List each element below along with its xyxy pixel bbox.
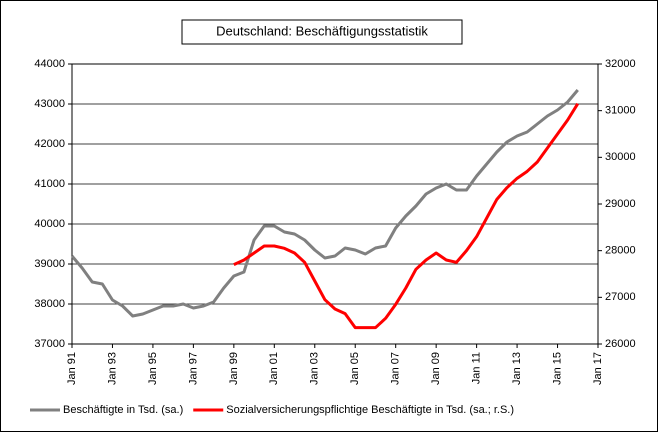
x-tick-label: Jan 17 [592,352,604,385]
y2-tick-label: 30000 [605,151,636,163]
x-tick-label: Jan 93 [106,352,118,385]
title-box [181,19,463,45]
series-line [233,102,580,330]
x-tick-label: Jan 01 [268,352,280,385]
y2-tick-label: 27000 [605,291,636,303]
x-tick-label: Jan 05 [349,352,361,385]
legend-label: Sozialversicherungspflichtige Beschäftig… [226,404,514,416]
x-tick-label: Jan 15 [551,352,563,385]
y-tick-label: 43000 [34,98,65,110]
y-tick-label: 39000 [34,258,65,270]
x-tick-label: Jan 91 [66,352,78,385]
x-tick-label: Jan 07 [390,352,402,385]
plot-area [71,63,599,345]
y2-tick-label: 26000 [605,338,636,350]
y2-tick-label: 31000 [605,105,636,117]
x-tick-label: Jan 13 [511,352,523,385]
x-tick-label: Jan 09 [430,352,442,385]
y-tick-label: 37000 [34,338,65,350]
x-tick-label: Jan 97 [187,352,199,385]
series-line [70,89,579,318]
y-tick-label: 38000 [34,298,65,310]
x-tick-label: Jan 03 [309,352,321,385]
y-tick-label: 42000 [34,138,65,150]
y-tick-label: 44000 [34,58,65,70]
x-tick-label: Jan 95 [147,352,159,385]
y-tick-label: 41000 [34,178,65,190]
y2-tick-label: 32000 [605,58,636,70]
y2-tick-label: 29000 [605,198,636,210]
chart-title: Deutschland: Beschäftigungsstatistik [216,23,428,38]
y2-tick-label: 28000 [605,245,636,257]
x-tick-label: Jan 11 [471,352,483,384]
y-tick-label: 40000 [34,218,65,230]
legend-label: Beschäftigte in Tsd. (sa.) [63,404,183,416]
x-tick-label: Jan 99 [228,352,240,385]
